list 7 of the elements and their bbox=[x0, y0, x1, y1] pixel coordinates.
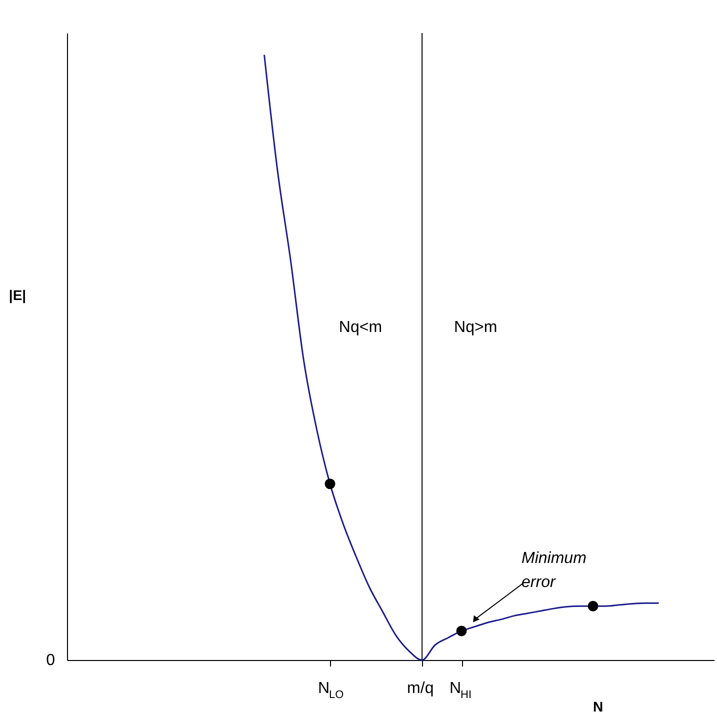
y-axis-title: |E| bbox=[8, 287, 26, 304]
annotation: Minimum error bbox=[522, 550, 586, 591]
annotation: Nq<m bbox=[338, 319, 382, 336]
annotation: Nq>m bbox=[454, 319, 498, 336]
x-tick-label: m/q bbox=[407, 680, 434, 697]
x-axis-title: N bbox=[592, 698, 604, 712]
text: 0 bbox=[46, 652, 56, 669]
